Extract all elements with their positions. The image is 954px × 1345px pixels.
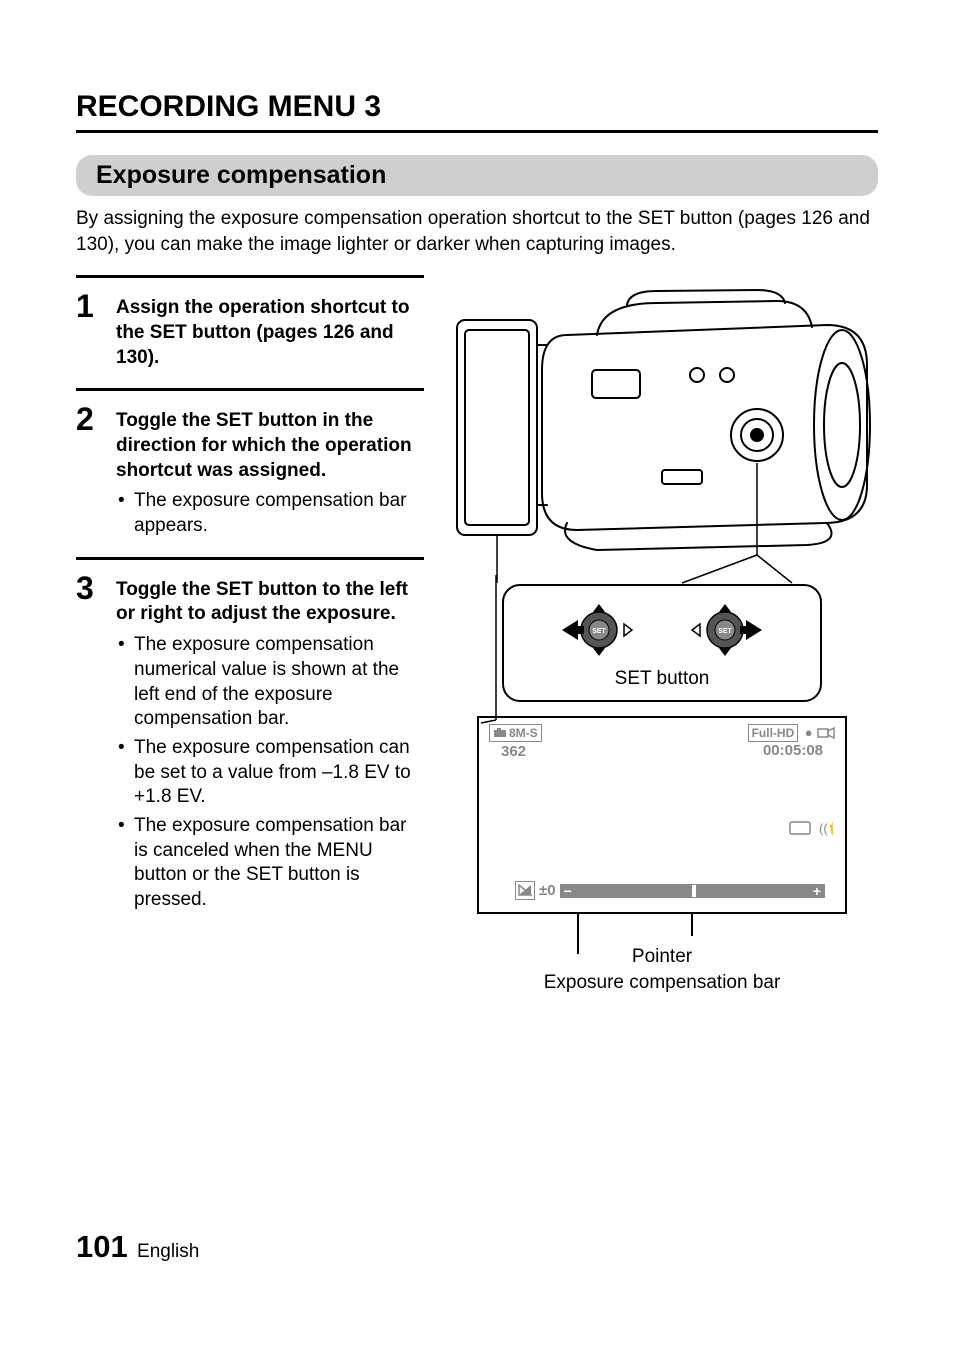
page-number: 101 [76,1229,128,1264]
step-lead: Toggle the SET button to the left or rig… [116,578,424,627]
page-language: English [137,1241,199,1262]
photo-mode-badge: 8M-S [489,724,542,742]
callout-bar: Exposure compensation bar [446,970,878,996]
step-number: 3 [76,570,116,917]
steps-column: 1 Assign the operation shortcut to the S… [76,275,424,995]
stabilizer-icon: ((🖐)) [789,818,833,843]
set-button-panel: SET SET SET button [502,584,822,702]
callout-pointer: Pointer [446,944,878,970]
svg-text:((🖐)): ((🖐)) [819,820,833,837]
page-footer: 101 English [76,1229,199,1265]
camcorder-illustration [446,275,878,585]
ev-bar-track: − + [560,884,825,898]
leader-line [577,914,579,954]
video-mode-badge: Full-HD [748,724,799,742]
record-time: 00:05:08 [748,742,835,759]
lcd-screen: 8M-S 362 Full-HD ● 00:05:08 ((🖐)) [477,716,847,914]
svg-text:SET: SET [718,628,732,635]
step-bullet: The exposure compensation bar appears. [116,489,424,538]
step-1: 1 Assign the operation shortcut to the S… [76,278,424,391]
set-toggle-left-icon: SET [560,600,638,660]
page-title: RECORDING MENU 3 [76,90,878,133]
step-number: 2 [76,401,116,542]
ev-value: ±0 [539,882,556,899]
set-toggle-right-icon: SET [686,600,764,660]
ev-pointer [692,885,696,897]
camera-icon [493,728,507,738]
step-3: 3 Toggle the SET button to the left or r… [76,560,424,931]
step-lead: Assign the operation shortcut to the SET… [116,296,424,370]
section-header: Exposure compensation [76,155,878,196]
ev-icon [515,881,535,900]
svg-text:SET: SET [592,628,606,635]
step-bullet: The exposure compensation can be set to … [116,736,424,810]
ev-minus: − [564,883,572,899]
figure-column: SET SET SET button [446,275,878,995]
step-number: 1 [76,288,116,374]
step-lead: Toggle the SET button in the direction f… [116,409,424,483]
remaining-shots: 362 [489,743,542,760]
step-bullet: The exposure compensation numerical valu… [116,633,424,732]
leader-line [691,914,693,936]
record-icon: ● [805,725,813,740]
videocam-icon [817,727,835,739]
intro-text: By assigning the exposure compensation o… [76,206,878,257]
step-bullet: The exposure compensation bar is cancele… [116,814,424,913]
step-2: 2 Toggle the SET button in the direction… [76,391,424,559]
exposure-compensation-bar: ±0 − + [515,881,825,900]
ev-plus: + [813,883,821,899]
set-button-label: SET button [514,668,810,690]
